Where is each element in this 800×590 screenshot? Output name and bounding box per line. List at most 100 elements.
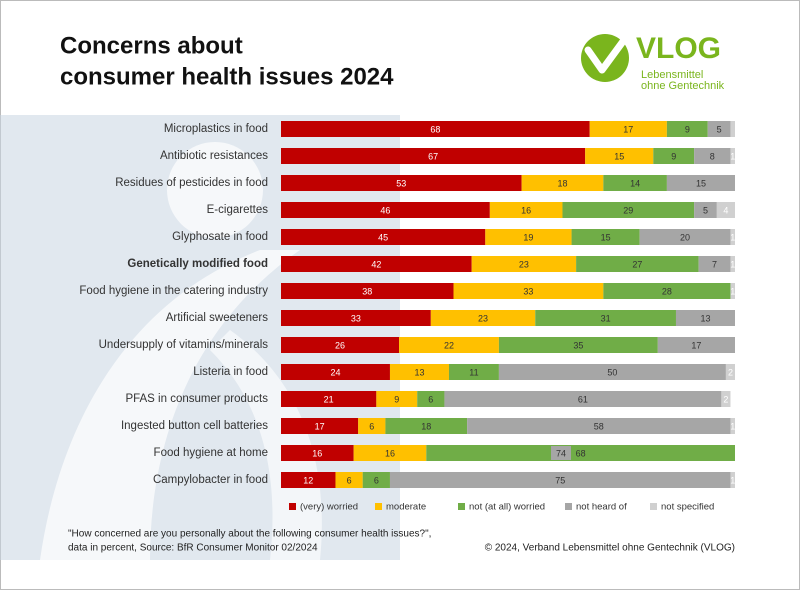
bar-segment — [281, 175, 522, 191]
bar-segment — [471, 256, 577, 272]
bar-segment — [589, 121, 667, 137]
legend-label: moderate — [386, 502, 426, 513]
category-label: Artificial sweeteners — [166, 312, 269, 324]
bar-segment — [666, 175, 735, 191]
bar-segment — [281, 472, 336, 488]
value-label: 29 — [623, 205, 633, 215]
logo-tagline: ohne Gentechnik — [641, 80, 725, 92]
bar-segment — [448, 364, 499, 380]
category-label: Residues of pesticides in food — [115, 177, 268, 189]
bar-segment — [376, 391, 418, 407]
value-label: 68 — [430, 124, 440, 134]
bar-segment — [417, 391, 445, 407]
value-label: 15 — [614, 151, 624, 161]
value-label: 1 — [730, 475, 735, 485]
bar-segment — [576, 256, 699, 272]
value-label: 5 — [717, 124, 722, 134]
value-label: 58 — [594, 421, 604, 431]
value-label: 46 — [380, 205, 390, 215]
bar-segment — [730, 121, 735, 137]
bar-segment — [281, 337, 400, 353]
value-label: 8 — [710, 151, 715, 161]
bar-segment — [730, 472, 735, 488]
category-label: Listeria in food — [193, 366, 268, 378]
value-label: 21 — [324, 394, 334, 404]
value-label: 22 — [444, 340, 454, 350]
bar-segment — [694, 148, 731, 164]
bar-segment — [444, 391, 722, 407]
bar-segment — [281, 283, 454, 299]
bar-segment — [281, 364, 390, 380]
value-label: 6 — [347, 475, 352, 485]
bar-segment — [562, 202, 695, 218]
category-label: E-cigarettes — [207, 204, 269, 216]
bar-segment — [399, 337, 499, 353]
bar-segment — [430, 310, 536, 326]
bar-segment — [281, 310, 431, 326]
value-label: 23 — [478, 313, 488, 323]
footnote: data in percent, Source: BfR Consumer Mo… — [68, 543, 318, 554]
category-label: Campylobacter in food — [153, 474, 268, 486]
value-label: 26 — [335, 340, 345, 350]
bar-segment — [281, 445, 354, 461]
value-label: 18 — [421, 421, 431, 431]
logo-name: VLOG — [636, 32, 721, 65]
value-label: 9 — [685, 124, 690, 134]
legend-swatch — [375, 503, 382, 510]
bar-segment — [698, 256, 731, 272]
bar-segment — [535, 310, 676, 326]
legend-label: (very) worried — [300, 502, 358, 513]
bar-segment — [353, 445, 427, 461]
bar-segment — [498, 364, 726, 380]
chart-title: Concerns about — [60, 32, 243, 59]
legend-swatch — [565, 503, 572, 510]
value-label: 67 — [428, 151, 438, 161]
bar-segment — [716, 202, 735, 218]
bar-segment — [362, 472, 390, 488]
footnote: "How concerned are you personally about … — [68, 529, 431, 540]
bar-segment — [281, 229, 486, 245]
value-label: 4 — [723, 205, 728, 215]
value-label: 31 — [601, 313, 611, 323]
value-label: 20 — [680, 232, 690, 242]
bar-segment — [707, 121, 731, 137]
bar-segment — [358, 418, 386, 434]
value-label: 23 — [519, 259, 529, 269]
value-label: 2 — [728, 367, 733, 377]
value-label: 18 — [557, 178, 567, 188]
bar-segment — [281, 148, 586, 164]
value-label: 14 — [630, 178, 640, 188]
legend-swatch — [650, 503, 657, 510]
category-label: Antibiotic resistances — [160, 150, 268, 162]
category-label: Food hygiene at home — [154, 447, 268, 459]
bar-segment — [335, 472, 363, 488]
legend-swatch — [458, 503, 465, 510]
category-label: Ingested button cell batteries — [121, 420, 268, 432]
value-label: 9 — [394, 394, 399, 404]
copyright: © 2024, Verband Lebensmittel ohne Gentec… — [485, 543, 735, 554]
annotation: 74 — [556, 448, 566, 458]
category-label: Undersupply of vitamins/minerals — [99, 339, 269, 351]
bar-segment — [721, 391, 731, 407]
bar-segment — [603, 175, 667, 191]
bar-segment — [585, 148, 654, 164]
value-label: 68 — [576, 448, 586, 458]
bar-segment — [389, 472, 731, 488]
value-label: 16 — [521, 205, 531, 215]
value-label: 75 — [555, 475, 565, 485]
legend-swatch — [289, 503, 296, 510]
bar-segment — [675, 310, 735, 326]
value-label: 33 — [523, 286, 533, 296]
value-label: 1 — [730, 151, 735, 161]
bar-segment — [385, 418, 468, 434]
value-label: 6 — [369, 421, 374, 431]
bar-segment — [281, 121, 590, 137]
value-label: 1 — [730, 286, 735, 296]
value-label: 9 — [671, 151, 676, 161]
value-label: 19 — [523, 232, 533, 242]
bar-segment — [281, 391, 377, 407]
value-label: 16 — [312, 448, 322, 458]
bar-segment — [694, 202, 717, 218]
value-label: 7 — [712, 259, 717, 269]
bar-segment — [453, 283, 604, 299]
